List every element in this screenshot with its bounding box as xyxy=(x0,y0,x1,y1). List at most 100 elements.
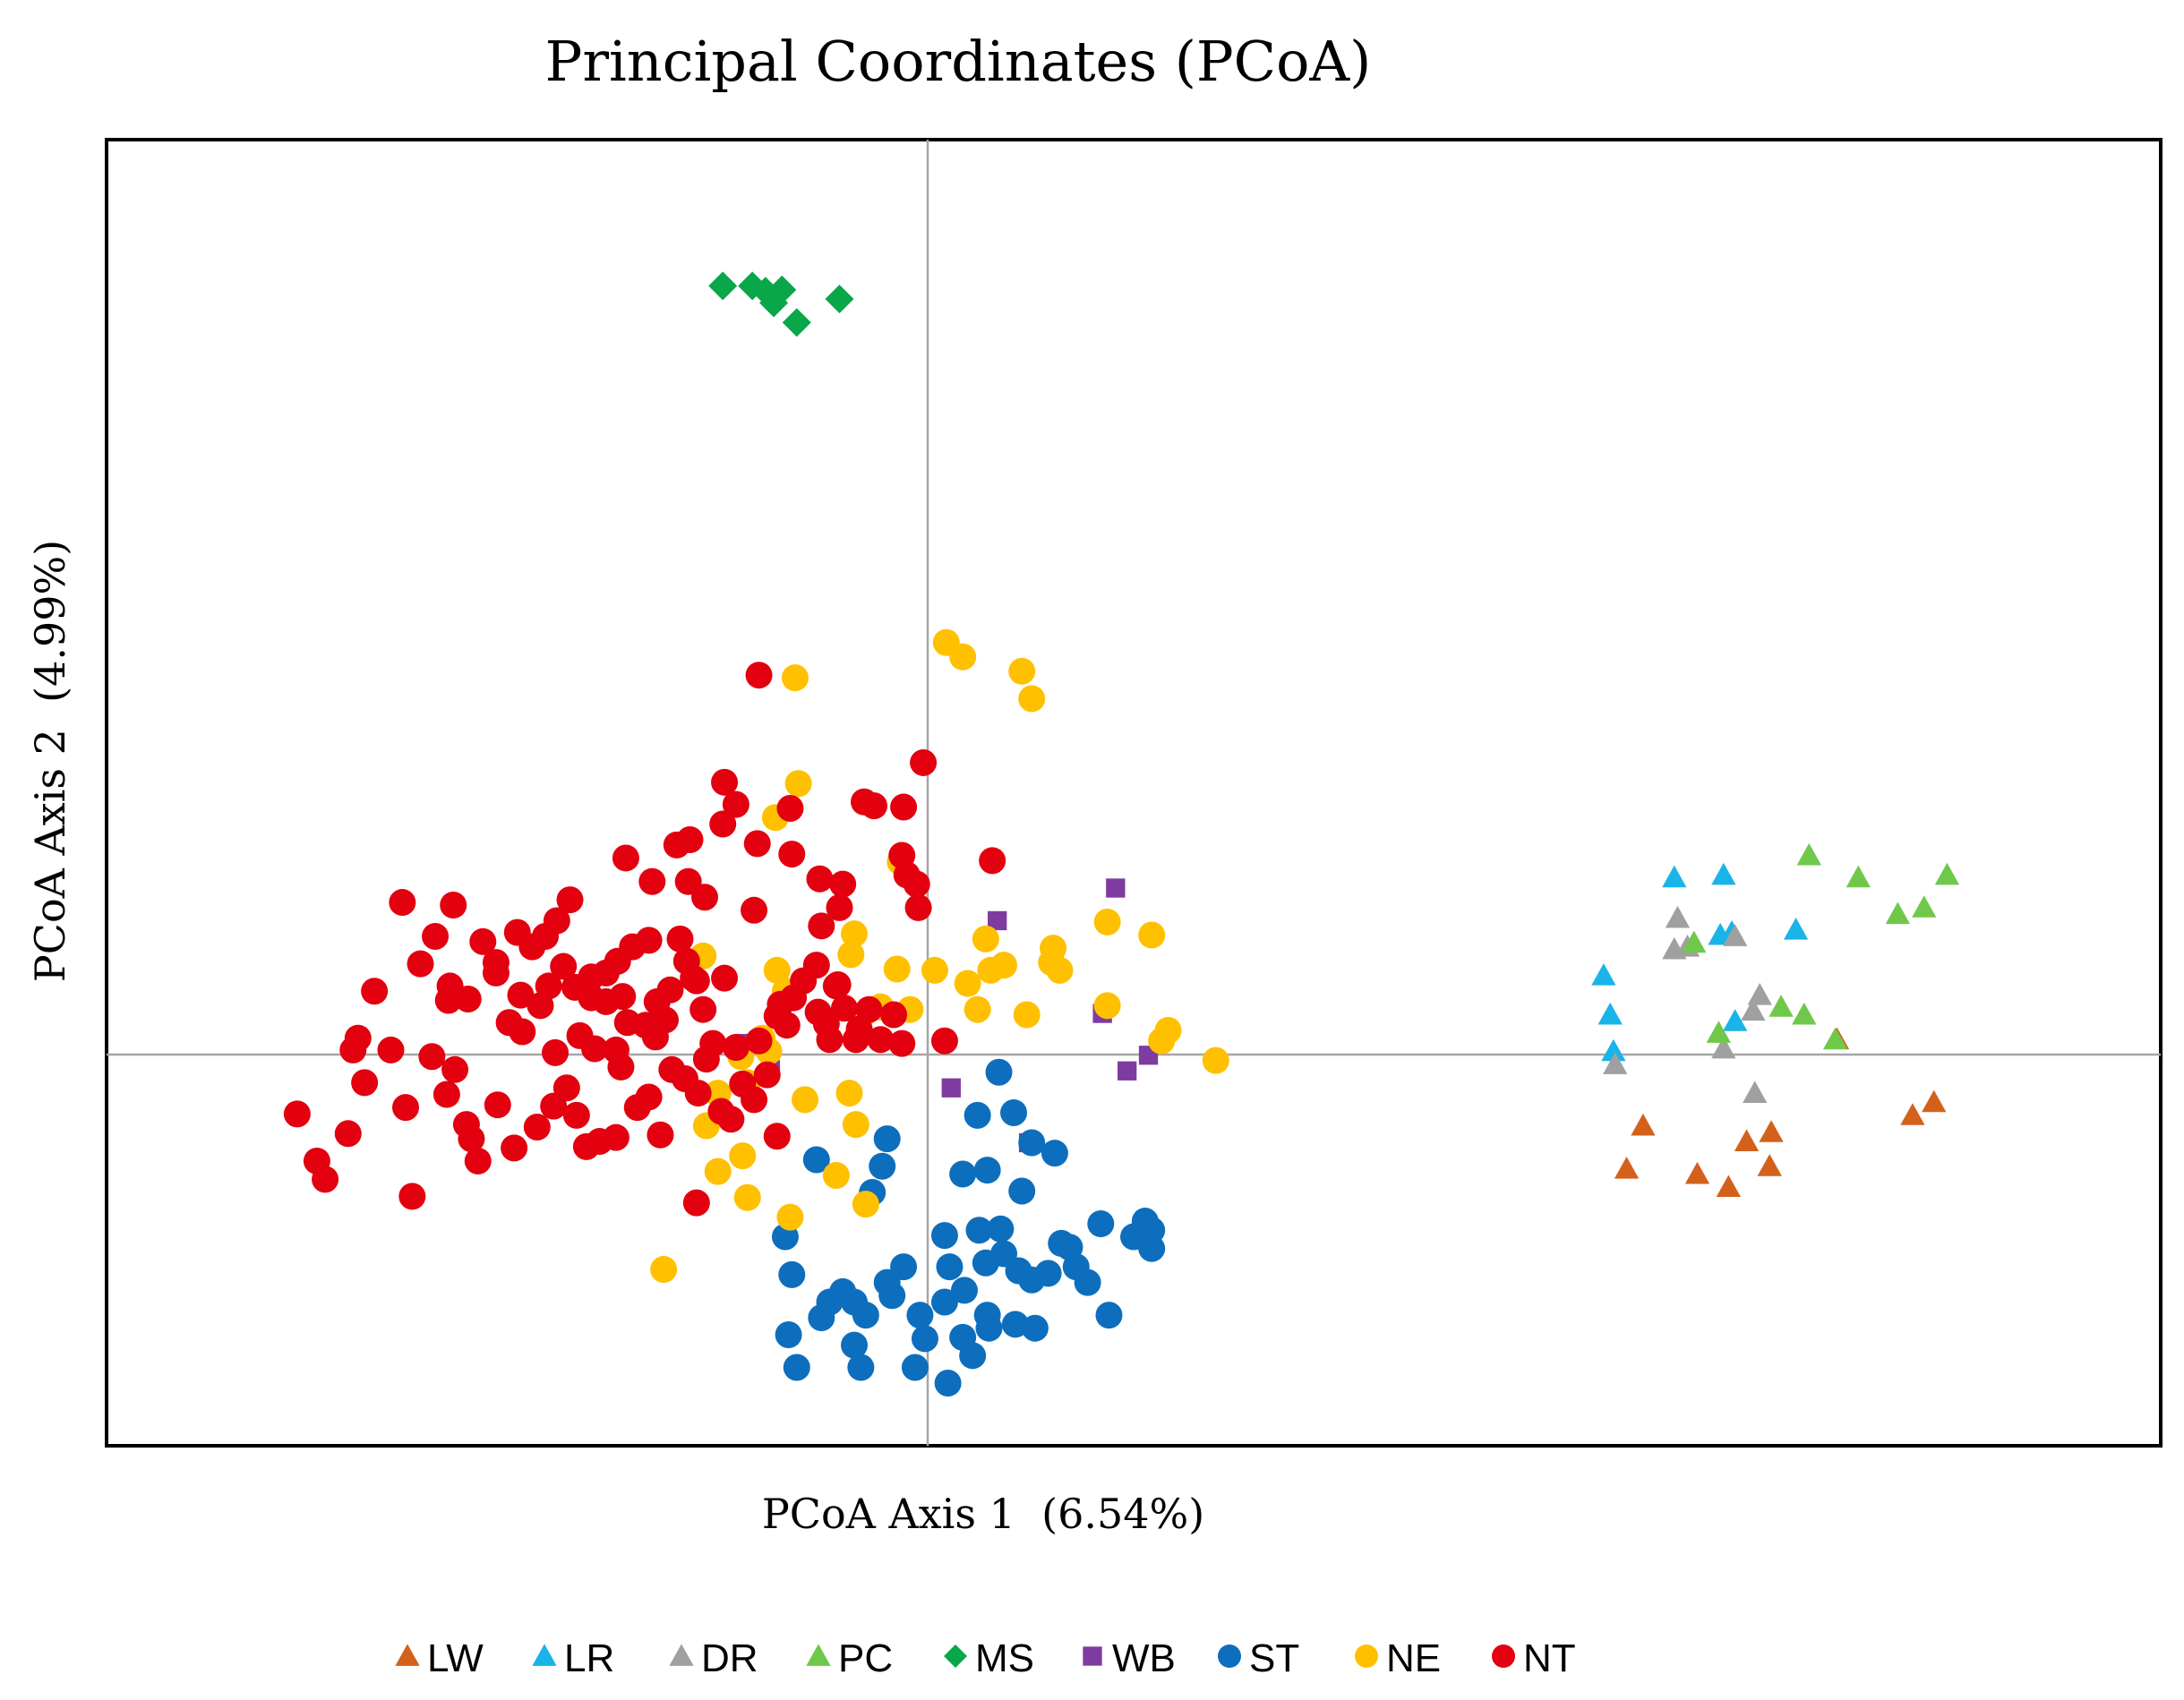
point-st-1 xyxy=(964,1101,991,1129)
point-ne-39 xyxy=(776,1203,804,1231)
point-nt-106 xyxy=(398,1183,426,1210)
legend-item-st: ST xyxy=(1218,1636,1299,1680)
series-pc xyxy=(1682,842,1960,1050)
legend-label-ne: NE xyxy=(1386,1636,1441,1680)
point-nt-121 xyxy=(647,1121,674,1149)
legend-item-pc: PC xyxy=(806,1636,893,1680)
point-lw-3 xyxy=(1716,1175,1741,1198)
point-lr-7 xyxy=(1601,1038,1626,1062)
point-nt-62 xyxy=(422,922,450,950)
point-lr-6 xyxy=(1597,1002,1623,1025)
point-nt-37 xyxy=(745,1027,773,1055)
series-st xyxy=(771,1058,1166,1397)
legend-marker-st xyxy=(1218,1644,1241,1668)
point-st-11 xyxy=(1041,1140,1068,1167)
point-nt-14 xyxy=(691,884,719,911)
point-nt-40 xyxy=(689,995,717,1023)
legend-marker-pc xyxy=(806,1644,831,1666)
point-ms-6 xyxy=(825,284,854,313)
point-nt-22 xyxy=(979,847,1006,875)
x-axis-label: PCoA Axis 1 (6.54%) xyxy=(762,1490,1204,1538)
point-nt-85 xyxy=(773,1012,801,1039)
point-nt-27 xyxy=(808,912,835,940)
point-lw-1 xyxy=(1614,1157,1640,1179)
point-nt-78 xyxy=(550,953,578,980)
point-st-35 xyxy=(936,1253,964,1281)
series-lr xyxy=(1591,862,1809,1062)
point-nt-11 xyxy=(556,886,584,914)
point-ms-0 xyxy=(708,271,738,301)
point-nt-93 xyxy=(888,1029,916,1057)
point-nt-97 xyxy=(433,1081,460,1108)
point-st-3 xyxy=(1018,1129,1046,1157)
series-lw xyxy=(1614,1027,1947,1198)
point-st-48 xyxy=(934,1369,962,1397)
legend-marker-ms xyxy=(944,1644,967,1668)
legend-label-dr: DR xyxy=(701,1636,758,1680)
point-ne-43 xyxy=(822,1161,850,1189)
point-nt-120 xyxy=(635,1083,663,1111)
point-st-8 xyxy=(949,1160,977,1188)
point-nt-2 xyxy=(711,768,739,796)
point-nt-80 xyxy=(592,987,620,1015)
point-st-32 xyxy=(906,1302,934,1329)
legend-item-ms: MS xyxy=(944,1636,1034,1680)
legend-item-lr: LR xyxy=(532,1636,614,1680)
point-nt-96 xyxy=(441,1055,469,1083)
point-nt-112 xyxy=(523,1114,551,1141)
point-ne-4 xyxy=(781,664,809,692)
data-points xyxy=(283,271,1960,1397)
point-st-29 xyxy=(890,1253,918,1281)
point-nt-24 xyxy=(743,830,771,858)
legend-marker-ne xyxy=(1355,1644,1378,1668)
point-nt-4 xyxy=(776,795,804,823)
point-st-0 xyxy=(985,1058,1013,1086)
point-lw-6 xyxy=(1757,1154,1782,1176)
point-ne-3 xyxy=(1018,685,1046,713)
point-st-6 xyxy=(802,1146,830,1174)
point-nt-43 xyxy=(666,925,694,953)
point-ne-16 xyxy=(977,956,1005,984)
series-ne xyxy=(650,628,1229,1284)
point-ne-41 xyxy=(842,1111,869,1139)
point-nt-12 xyxy=(638,867,666,895)
point-lr-0 xyxy=(1662,865,1687,888)
point-nt-129 xyxy=(741,1086,768,1114)
point-nt-87 xyxy=(812,1010,840,1038)
point-st-5 xyxy=(869,1152,896,1180)
point-nt-60 xyxy=(469,927,497,955)
point-nt-25 xyxy=(778,841,806,868)
point-ne-15 xyxy=(921,956,948,984)
point-nt-19 xyxy=(903,870,930,898)
point-st-26 xyxy=(775,1320,802,1348)
point-nt-54 xyxy=(641,1023,669,1051)
point-ne-37 xyxy=(704,1158,732,1185)
point-st-49 xyxy=(973,1302,1001,1329)
point-nt-10 xyxy=(612,844,639,872)
point-dr-3 xyxy=(1723,924,1748,946)
point-wb-7 xyxy=(1117,1061,1137,1081)
legend-label-nt: NT xyxy=(1523,1636,1576,1680)
point-pc-5 xyxy=(1682,930,1707,953)
point-nt-15 xyxy=(741,896,768,924)
point-nt-20 xyxy=(888,841,916,869)
point-ne-8 xyxy=(1093,908,1121,935)
point-st-10 xyxy=(1008,1177,1036,1205)
point-ne-18 xyxy=(964,995,991,1023)
series-ms xyxy=(708,271,854,337)
point-ne-12 xyxy=(1046,956,1074,984)
point-st-50 xyxy=(911,1325,938,1353)
point-st-9 xyxy=(973,1157,1001,1184)
point-nt-84 xyxy=(711,964,739,992)
point-ne-36 xyxy=(729,1142,757,1170)
legend-marker-lw xyxy=(395,1644,420,1666)
point-nt-86 xyxy=(790,967,818,995)
point-nt-98 xyxy=(392,1094,420,1122)
point-lw-4 xyxy=(1734,1129,1760,1151)
point-nt-7 xyxy=(890,793,918,821)
point-nt-74 xyxy=(503,918,531,946)
point-st-51 xyxy=(949,1323,977,1351)
point-st-17 xyxy=(1048,1229,1075,1257)
point-pc-0 xyxy=(1796,842,1821,866)
point-st-31 xyxy=(847,1354,875,1381)
